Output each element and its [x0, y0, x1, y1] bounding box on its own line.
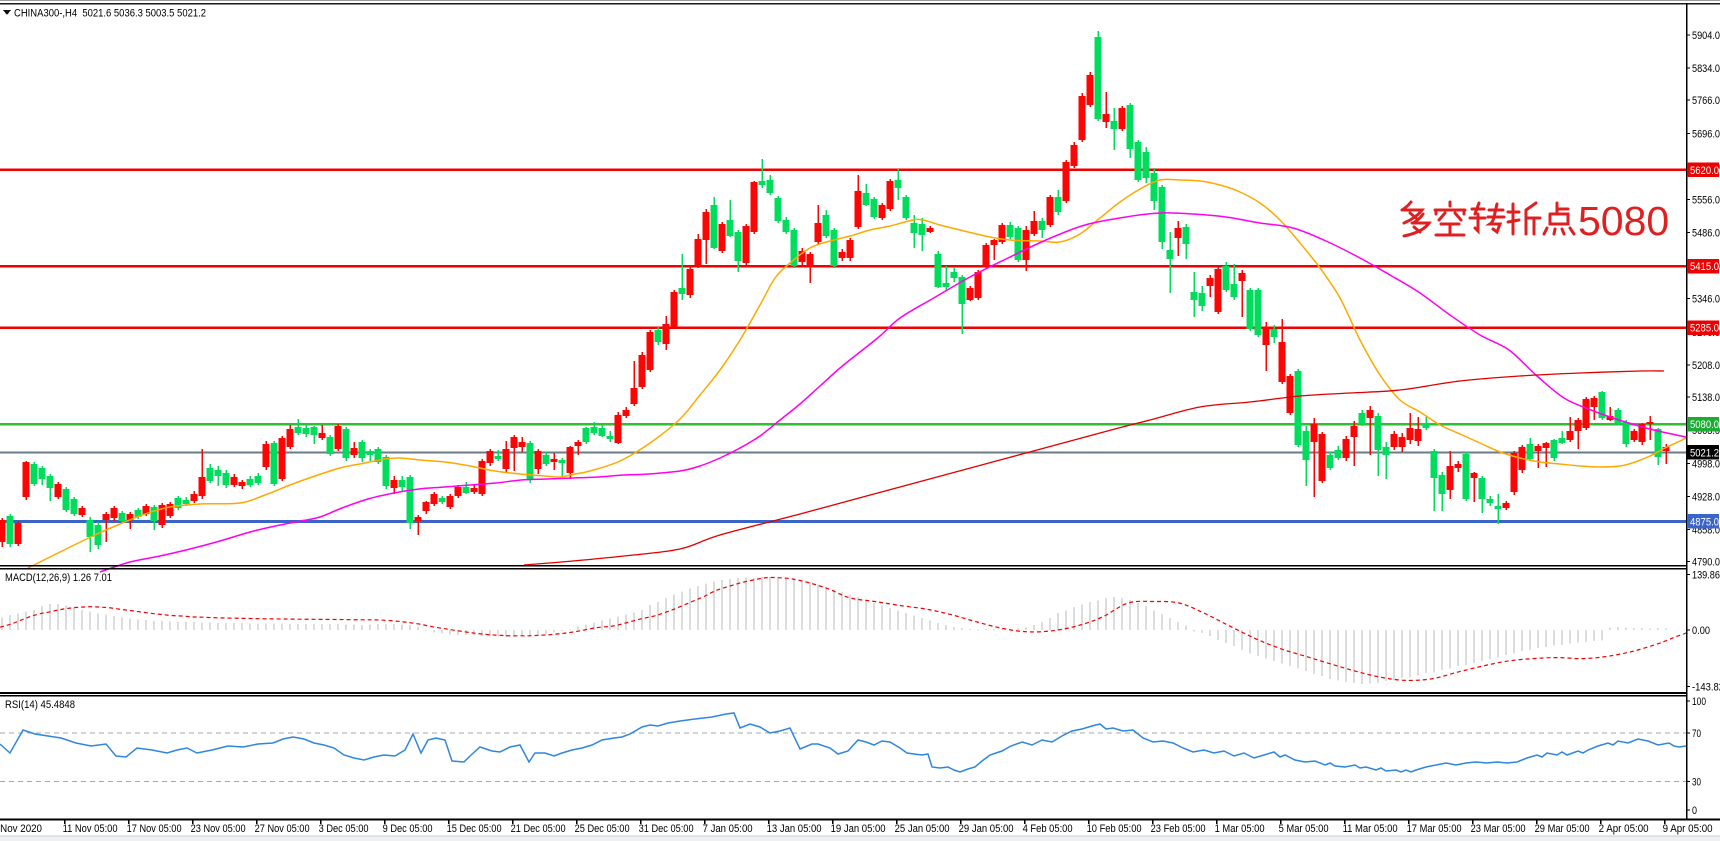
svg-text:5620.0: 5620.0: [1690, 165, 1719, 177]
svg-text:-143.82: -143.82: [1692, 681, 1720, 693]
svg-text:3 Dec 05:00: 3 Dec 05:00: [319, 823, 369, 835]
svg-text:29 Mar 05:00: 29 Mar 05:00: [1535, 823, 1590, 835]
svg-text:5208.0: 5208.0: [1692, 360, 1720, 372]
svg-text:4875.0: 4875.0: [1690, 516, 1719, 528]
svg-text:13 Jan 05:00: 13 Jan 05:00: [767, 823, 822, 835]
svg-text:100: 100: [1692, 696, 1706, 708]
svg-text:0.00: 0.00: [1692, 625, 1710, 637]
svg-text:25 Dec 05:00: 25 Dec 05:00: [575, 823, 630, 835]
svg-text:70: 70: [1692, 728, 1701, 740]
svg-text:9 Dec 05:00: 9 Dec 05:00: [383, 823, 433, 835]
svg-text:2 Apr 05:00: 2 Apr 05:00: [1599, 823, 1649, 835]
svg-text:25 Jan 05:00: 25 Jan 05:00: [895, 823, 950, 835]
svg-text:5021.2: 5021.2: [1690, 448, 1719, 460]
svg-text:CHINA300-,H4 5021.6 5036.3 50: CHINA300-,H4 5021.6 5036.3 5003.5 5021.2: [14, 8, 206, 20]
svg-text:5486.0: 5486.0: [1692, 228, 1720, 240]
svg-text:23 Mar 05:00: 23 Mar 05:00: [1471, 823, 1526, 835]
svg-text:MACD(12,26,9) 1.26 7.01: MACD(12,26,9) 1.26 7.01: [5, 572, 112, 584]
svg-text:5285.0: 5285.0: [1690, 323, 1719, 335]
svg-text:15 Dec 05:00: 15 Dec 05:00: [447, 823, 502, 835]
svg-text:4998.0: 4998.0: [1692, 458, 1720, 470]
svg-text:31 Dec 05:00: 31 Dec 05:00: [639, 823, 694, 835]
svg-text:10 Feb 05:00: 10 Feb 05:00: [1087, 823, 1142, 835]
svg-text:27 Nov 05:00: 27 Nov 05:00: [255, 823, 310, 835]
svg-text:139.86: 139.86: [1692, 570, 1720, 582]
svg-text:4 Feb 05:00: 4 Feb 05:00: [1023, 823, 1073, 835]
svg-text:7 Jan 05:00: 7 Jan 05:00: [703, 823, 753, 835]
svg-text:11 Nov 05:00: 11 Nov 05:00: [63, 823, 118, 835]
svg-text:4928.0: 4928.0: [1692, 491, 1720, 503]
svg-text:5138.0: 5138.0: [1692, 392, 1720, 404]
svg-text:5080: 5080: [1578, 198, 1669, 244]
svg-text:5556.0: 5556.0: [1692, 195, 1720, 207]
svg-text:RSI(14) 45.4848: RSI(14) 45.4848: [5, 699, 75, 711]
svg-text:23 Feb 05:00: 23 Feb 05:00: [1151, 823, 1206, 835]
svg-text:21 Dec 05:00: 21 Dec 05:00: [511, 823, 566, 835]
svg-text:5696.0: 5696.0: [1692, 128, 1720, 140]
svg-text:4790.0: 4790.0: [1692, 557, 1720, 569]
svg-text:1 Mar 05:00: 1 Mar 05:00: [1215, 823, 1265, 835]
svg-text:5080.0: 5080.0: [1690, 419, 1719, 431]
svg-text:5 Nov 2020: 5 Nov 2020: [0, 823, 42, 835]
svg-text:17 Mar 05:00: 17 Mar 05:00: [1407, 823, 1462, 835]
svg-text:5834.0: 5834.0: [1692, 63, 1720, 75]
svg-text:5415.0: 5415.0: [1690, 261, 1719, 273]
svg-text:29 Jan 05:00: 29 Jan 05:00: [959, 823, 1014, 835]
svg-text:5 Mar 05:00: 5 Mar 05:00: [1279, 823, 1329, 835]
svg-text:5904.0: 5904.0: [1692, 30, 1720, 42]
svg-text:0: 0: [1692, 805, 1697, 817]
svg-text:19 Jan 05:00: 19 Jan 05:00: [831, 823, 886, 835]
svg-text:23 Nov 05:00: 23 Nov 05:00: [191, 823, 246, 835]
svg-text:30: 30: [1692, 777, 1701, 789]
svg-text:11 Mar 05:00: 11 Mar 05:00: [1343, 823, 1398, 835]
svg-text:9 Apr 05:00: 9 Apr 05:00: [1663, 823, 1713, 835]
svg-text:17 Nov 05:00: 17 Nov 05:00: [127, 823, 182, 835]
svg-text:5766.0: 5766.0: [1692, 95, 1720, 107]
svg-text:5346.0: 5346.0: [1692, 294, 1720, 306]
